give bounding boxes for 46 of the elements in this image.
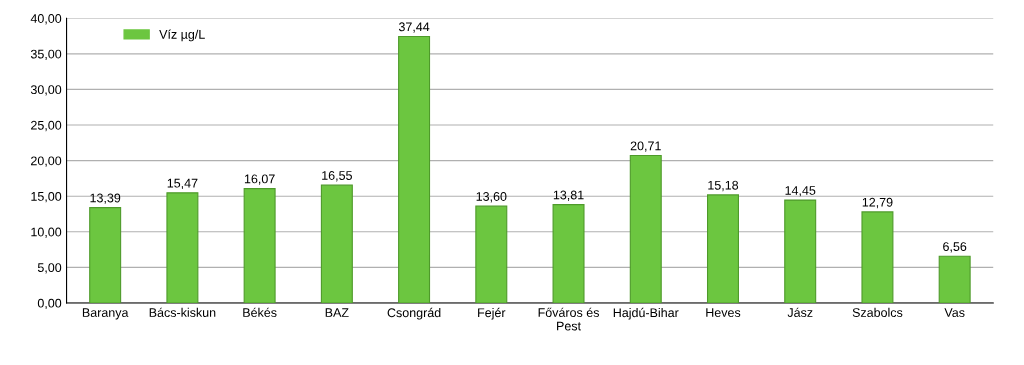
x-tick-label: Fejér [478,307,506,320]
bar [89,207,122,303]
bar [475,205,508,303]
x-tick-label: Heves [706,308,741,317]
y-tick-label: 5,00 [37,263,62,274]
bar [166,192,199,303]
x-tick-label: BAZ [325,308,349,317]
y-tick-label: 30,00 [30,85,62,96]
data-label: 14,45 [785,186,816,197]
x-tick-label: Főváros és Pest [538,307,599,331]
y-tick-label: 35,00 [30,49,62,60]
x-tick-label: Baranya [82,308,129,320]
data-label: 15,47 [167,178,198,190]
bar [320,184,353,303]
x-tick-label: Hajdú-Bihar [613,307,679,320]
data-label: 16,55 [322,171,352,182]
data-label: 12,79 [862,197,893,209]
x-tick-label: Vas [944,308,965,317]
data-label: 16,07 [244,174,275,185]
bar [398,35,431,303]
x-tick-label: Csongrád [387,307,441,320]
data-label: 37,44 [398,22,430,33]
bar [552,204,585,303]
data-label: 20,71 [630,141,661,152]
y-tick-label: 0,00 [37,298,62,310]
x-tick-label: Békés [243,307,277,317]
y-tick-label: 10,00 [31,227,62,238]
y-tick-label: 40,00 [30,14,62,25]
x-tick-label: Bács-kiskun [149,307,216,317]
y-tick-label: 25,00 [31,120,62,132]
bar [629,154,662,303]
y-tick-label: 20,00 [31,156,62,167]
data-label: 13,39 [90,193,121,204]
x-tick-label: Jász [787,307,813,317]
y-tick-label: 15,00 [31,191,62,203]
data-label: 13,81 [553,190,584,201]
bar [938,255,971,303]
bar [861,211,894,303]
data-label: 6,56 [943,242,967,253]
data-label: 13,60 [476,192,507,203]
bar [784,199,817,303]
legend-label: Víz µg/L [159,29,205,42]
bar [706,194,739,303]
x-tick-label: Szabolcs [852,307,903,317]
data-label: 15,18 [708,180,739,192]
bar [243,188,276,303]
